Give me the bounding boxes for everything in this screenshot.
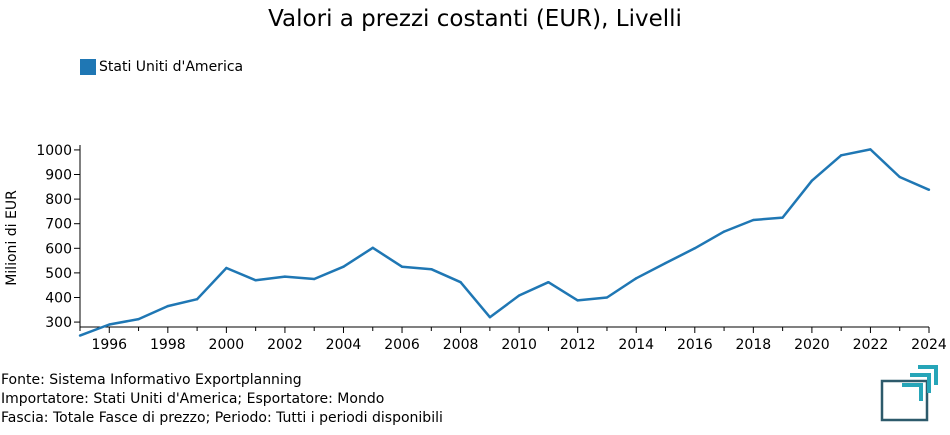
data-point	[108, 323, 111, 326]
data-point	[722, 230, 726, 233]
data-point	[283, 275, 287, 278]
data-point	[635, 277, 638, 280]
y-tick-label: 500	[45, 266, 72, 282]
x-tick-label: 2016	[677, 337, 713, 353]
data-point	[313, 277, 316, 281]
data-point	[839, 154, 843, 157]
data-point	[693, 247, 696, 250]
data-point	[488, 315, 492, 319]
exportplanning-logo-icon	[878, 363, 940, 427]
y-axis: 300 400 500 600 700 800 900 1000	[36, 143, 81, 331]
y-tick-label: 800	[45, 192, 72, 208]
data-point	[898, 175, 901, 179]
data-point	[400, 265, 404, 268]
chart-title: Valori a prezzi costanti (EUR), Livelli	[268, 6, 682, 32]
x-tick-label: 2008	[443, 337, 479, 353]
x-tick-label: 2010	[501, 337, 537, 353]
x-tick-label: 2004	[326, 337, 362, 353]
x-tick-label: 2020	[794, 337, 830, 353]
series-layer	[78, 148, 931, 337]
x-tick-label: 2014	[618, 337, 654, 353]
legend: Stati Uniti d'America	[80, 59, 243, 75]
footer: Fonte: Sistema Informativo Exportplannin…	[1, 371, 443, 428]
data-point	[459, 281, 462, 284]
x-tick-label: 2018	[736, 337, 772, 353]
y-axis-label: Milioni di EUR	[4, 190, 20, 286]
x-tick-label: 1998	[150, 337, 186, 353]
footer-source: Fonte: Sistema Informativo Exportplannin…	[1, 372, 302, 388]
y-tick-label: 900	[45, 168, 72, 184]
x-axis: 1996 1998 2000 2002 2004 2006 2008 2010 2012 2014…	[79, 326, 947, 353]
y-tick-label: 1000	[36, 143, 72, 159]
x-tick-label: 1996	[91, 337, 127, 353]
data-point	[517, 294, 521, 297]
data-point	[576, 299, 579, 302]
data-point	[547, 281, 550, 284]
data-point	[137, 317, 140, 321]
y-tick-label: 700	[45, 217, 72, 233]
data-point	[430, 268, 433, 271]
x-tick-label: 2002	[267, 337, 303, 353]
data-point	[605, 296, 609, 299]
x-tick-label: 2022	[853, 337, 889, 353]
data-point	[371, 246, 374, 250]
data-point	[927, 188, 931, 191]
series-line	[79, 148, 930, 337]
legend-swatch	[80, 59, 96, 75]
x-tick-label: 2024	[911, 337, 947, 353]
data-point	[225, 266, 228, 270]
footer-importer: Importatore: Stati Uniti d'America; Espo…	[1, 391, 385, 407]
y-tick-label: 600	[45, 241, 72, 257]
y-tick-label: 400	[45, 290, 72, 306]
data-point	[752, 218, 755, 222]
data-point	[810, 179, 814, 182]
data-point	[195, 298, 199, 301]
footer-range: Fascia: Totale Fasce di prezzo; Periodo:…	[1, 410, 443, 426]
data-point	[342, 265, 345, 268]
legend-label: Stati Uniti d'America	[99, 59, 244, 75]
x-tick-label: 2006	[384, 337, 420, 353]
data-point	[78, 334, 82, 337]
data-point	[664, 261, 667, 265]
data-point	[254, 279, 257, 282]
data-point	[781, 216, 784, 219]
data-point	[869, 148, 872, 151]
y-tick-label: 300	[45, 315, 72, 331]
data-point	[166, 304, 170, 308]
x-tick-label: 2012	[560, 337, 596, 353]
x-tick-label: 2000	[209, 337, 245, 353]
